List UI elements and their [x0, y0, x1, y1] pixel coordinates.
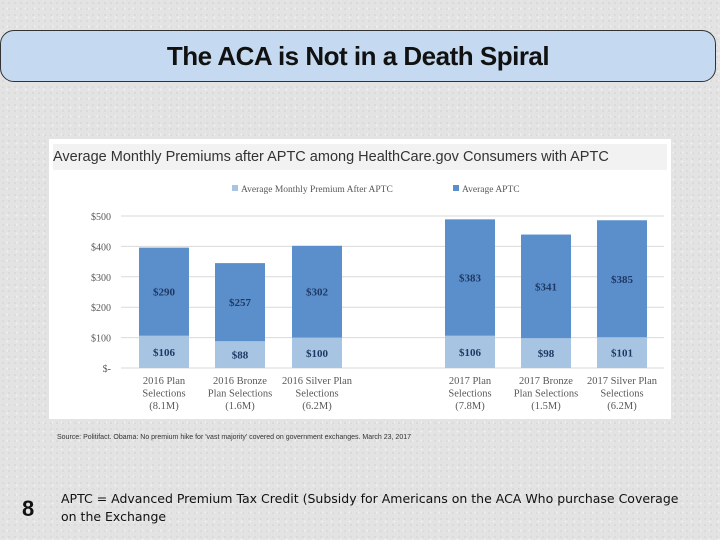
- bar-aptc: [521, 234, 571, 339]
- x-category-label: 2016 Bronze: [213, 376, 267, 387]
- legend-swatch: [232, 185, 238, 191]
- source-note: Source: Politifact. Obama: No premium hi…: [57, 434, 412, 441]
- x-category-label: (1.5M): [531, 401, 561, 412]
- title-bar: The ACA is Not in a Death Spiral: [0, 30, 716, 82]
- bar-after-aptc: [521, 338, 571, 368]
- y-tick-label: $300: [91, 273, 111, 284]
- data-label-aptc: $290: [153, 287, 176, 299]
- x-category-label: 2017 Plan: [449, 376, 492, 387]
- x-category-label: (6.2M): [302, 401, 332, 412]
- data-label-after-aptc: $101: [611, 348, 633, 360]
- bar-aptc: [597, 220, 647, 338]
- bar-after-aptc: [445, 335, 495, 368]
- y-tick-label: $200: [91, 303, 111, 314]
- x-category-label: (6.2M): [607, 401, 637, 412]
- y-tick-label: $400: [91, 242, 111, 253]
- slide-number: 8: [22, 496, 35, 521]
- bar-after-aptc: [597, 337, 647, 368]
- legend-swatch: [453, 185, 459, 191]
- x-category-label: (8.1M): [149, 401, 179, 412]
- y-tick-label: $500: [91, 212, 111, 223]
- chart-container: Average Monthly Premiums after APTC amon…: [49, 139, 671, 419]
- chart-title: Average Monthly Premiums after APTC amon…: [53, 144, 667, 170]
- x-category-label: Selections: [448, 389, 491, 400]
- data-label-aptc: $383: [459, 273, 482, 285]
- x-category-label: (7.8M): [455, 401, 485, 412]
- data-label-after-aptc: $98: [538, 348, 555, 360]
- data-label-after-aptc: $88: [232, 350, 249, 362]
- data-label-aptc: $302: [306, 287, 329, 299]
- x-category-label: Plan Selections: [208, 389, 272, 400]
- data-label-after-aptc: $100: [306, 348, 329, 360]
- x-category-label: Plan Selections: [514, 389, 578, 400]
- x-category-label: Selections: [142, 389, 185, 400]
- x-category-label: Selections: [295, 389, 338, 400]
- bar-aptc: [139, 247, 189, 336]
- bar-aptc: [292, 245, 342, 338]
- x-category-label: Selections: [600, 389, 643, 400]
- y-tick-label: $-: [103, 364, 111, 375]
- data-label-after-aptc: $106: [459, 347, 482, 359]
- bar-aptc: [215, 263, 265, 342]
- bar-after-aptc: [139, 335, 189, 368]
- slide-title: The ACA is Not in a Death Spiral: [166, 40, 550, 71]
- y-tick-label: $100: [91, 334, 111, 345]
- x-category-label: 2017 Silver Plan: [587, 376, 658, 387]
- aptc-footnote: APTC = Advanced Premium Tax Credit (Subs…: [61, 491, 679, 524]
- stacked-bar-chart: $- $100 $200 $300 $400 $500 Average Monthly Pr…: [91, 184, 664, 412]
- x-category-label: (1.6M): [225, 401, 255, 412]
- data-label-aptc: $385: [611, 274, 634, 286]
- data-label-after-aptc: $106: [153, 347, 176, 359]
- x-category-label: 2017 Bronze: [519, 376, 573, 387]
- data-label-aptc: $341: [535, 281, 557, 293]
- x-category-label: 2016 Silver Plan: [282, 376, 353, 387]
- legend-label: Average Monthly Premium After APTC: [241, 184, 393, 195]
- legend-label: Average APTC: [462, 185, 520, 195]
- data-label-aptc: $257: [229, 297, 252, 309]
- bar-after-aptc: [215, 341, 265, 368]
- bar-after-aptc: [292, 337, 342, 368]
- bar-aptc: [445, 219, 495, 336]
- x-category-label: 2016 Plan: [143, 376, 186, 387]
